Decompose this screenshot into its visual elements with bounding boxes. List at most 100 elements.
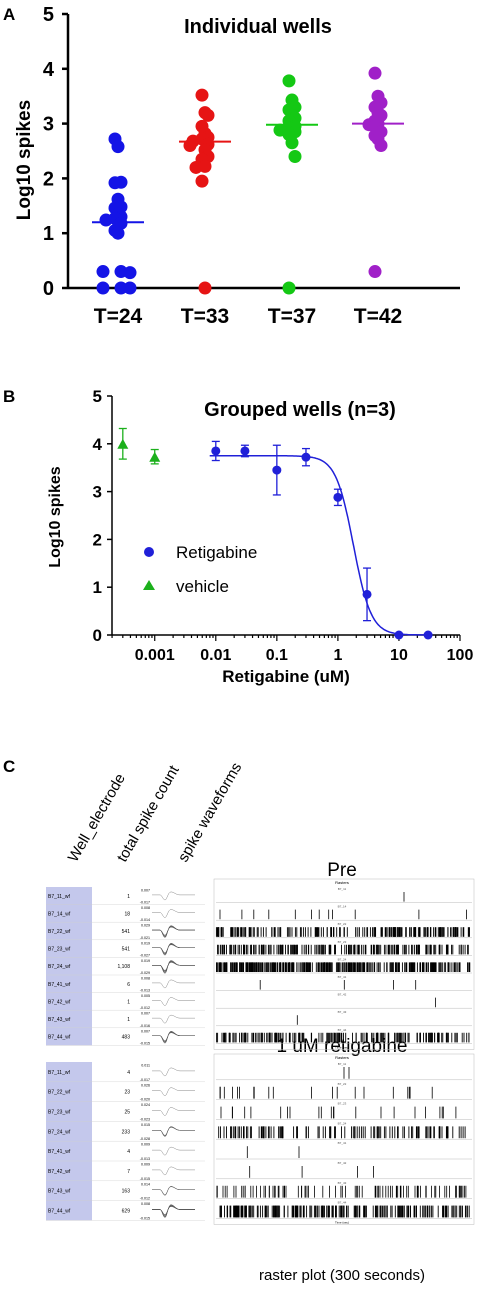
- spike-waveform: [152, 1204, 195, 1218]
- data-point: [111, 226, 125, 240]
- data-point: [362, 589, 372, 599]
- y-tick-label: 0: [43, 278, 54, 300]
- well-name: B7_43_wf: [48, 1189, 71, 1195]
- raster-row-label: B7_41: [338, 1141, 347, 1145]
- raster-frame: [213, 1053, 475, 1225]
- waveform-y-max: 0.007: [141, 1029, 150, 1033]
- raster-row-label: B7_24: [338, 1121, 347, 1125]
- spike-count: 629: [122, 1209, 131, 1215]
- data-point: [198, 281, 212, 295]
- spike-waveform: [152, 1067, 195, 1077]
- waveform-y-max: 0.011: [141, 1064, 150, 1068]
- panel-b-axes: 0 1 2 3 4 5 0.001 0.01 0.1 1 10 100: [93, 387, 474, 664]
- spike-count: 25: [124, 1110, 130, 1116]
- raster-header: Rasters: [335, 880, 349, 885]
- well-name: B7_11_wf: [48, 1070, 70, 1076]
- spike-count: 7: [127, 1169, 130, 1175]
- spike-count: 1: [127, 999, 130, 1005]
- spike-waveform: [152, 943, 195, 956]
- data-point: [195, 174, 209, 188]
- panel-c-letter: C: [3, 757, 15, 776]
- spike-waveform: [152, 1126, 195, 1137]
- raster-row-label: B7_24: [338, 957, 347, 961]
- spike-count: 6: [127, 982, 130, 988]
- waveform-y-min: -0.023: [140, 1117, 150, 1121]
- well-name: B7_44_wf: [48, 1035, 71, 1041]
- x-tick-label: 100: [447, 647, 474, 664]
- waveform-y-max: 0.019: [141, 941, 150, 945]
- legend-retigabine-label: Retigabine: [176, 543, 257, 562]
- waveform-y-max: 0.029: [141, 924, 150, 928]
- waveform-y-max: 0.014: [141, 1182, 150, 1186]
- panel-a-y-axis-label: Log10 spikes: [14, 100, 35, 220]
- waveform-y-min: -0.017: [140, 1078, 150, 1082]
- well-name: B7_24_wf: [48, 964, 71, 970]
- spike-count: 18: [124, 911, 130, 917]
- data-point: [240, 446, 250, 456]
- y-tick-label: 1: [43, 223, 54, 245]
- data-point: [123, 266, 137, 280]
- well-name: B7_14_wf: [48, 911, 71, 917]
- data-point: [96, 281, 110, 295]
- waveform-y-max: 0.015: [141, 1123, 150, 1127]
- spike-waveform: [152, 926, 195, 936]
- waveform-y-min: -0.014: [140, 918, 150, 922]
- raster-row-label: B7_22: [338, 922, 347, 926]
- well-name: B7_22_wf: [48, 929, 71, 935]
- panel-a-title: Individual wells: [184, 16, 332, 38]
- raster-row-label: B7_41: [338, 975, 347, 979]
- panel-b-marks: [117, 427, 433, 640]
- spike-waveform: [152, 997, 195, 1006]
- waveform-y-min: -0.029: [140, 971, 150, 975]
- x-tick-label: 10: [390, 647, 408, 664]
- pre-section-title: Pre: [327, 860, 357, 881]
- spike-count: 1: [127, 1017, 130, 1023]
- well-name: B7_41_wf: [48, 982, 71, 988]
- waveform-y-min: -0.015: [140, 1041, 150, 1045]
- panel-a-axes: 0 1 2 3 4 5 T=24 T=33 T=37 T=42: [43, 4, 460, 328]
- waveform-y-max: 0.009: [141, 1163, 150, 1167]
- well-name: B7_11_wf: [48, 894, 70, 900]
- raster-row-label: B7_44: [338, 1201, 347, 1205]
- panel-b-title: Grouped wells (n=3): [204, 399, 396, 421]
- raster-header: Rasters: [335, 1055, 349, 1060]
- data-point: [149, 451, 161, 462]
- waveform-y-max: 0.009: [141, 1143, 150, 1147]
- pre-recording-block: Rasters B7_11_wf 1 0.007 -0.017 B7_11 B7_14_wf…: [46, 878, 475, 1050]
- waveform-y-min: -0.016: [140, 1024, 150, 1028]
- waveform-y-min: -0.017: [140, 901, 150, 905]
- spike-waveform: [152, 909, 195, 918]
- spike-waveform: [152, 1032, 195, 1042]
- data-point: [111, 140, 125, 154]
- waveform-y-min: -0.028: [140, 1137, 150, 1141]
- raster-row-label: B7_22: [338, 1082, 347, 1086]
- spike-count: 233: [122, 1129, 131, 1135]
- raster-row-label: B7_11: [338, 887, 347, 891]
- y-tick-label: 4: [43, 59, 55, 81]
- y-tick-label: 5: [43, 4, 54, 26]
- y-tick-label: 2: [93, 530, 102, 549]
- spike-waveform: [152, 944, 195, 954]
- spike-count: 4: [127, 1149, 130, 1155]
- data-point: [272, 465, 282, 475]
- spike-waveform: [152, 960, 195, 974]
- waveform-y-max: 0.008: [141, 977, 150, 981]
- data-point: [374, 139, 388, 153]
- spike-count: 483: [122, 1035, 131, 1041]
- data-point: [201, 108, 215, 122]
- spike-waveform: [152, 925, 195, 938]
- x-tick-label: T=24: [94, 305, 143, 328]
- y-tick-label: 3: [93, 483, 102, 502]
- waveform-y-min: -0.021: [140, 936, 150, 940]
- spike-waveform: [152, 1032, 195, 1041]
- waveform-y-min: -0.013: [140, 1157, 150, 1161]
- data-point: [114, 281, 128, 295]
- waveform-y-max: 0.007: [141, 889, 150, 893]
- post-recording-block: Rasters B7_11_wf 4 0.011 -0.017 B7_11 B7_22_wf…: [46, 1053, 475, 1225]
- well-name: B7_44_wf: [48, 1209, 71, 1215]
- panel-a-marks: [92, 66, 404, 295]
- x-tick-label: T=33: [181, 305, 229, 328]
- data-point: [117, 438, 129, 449]
- data-point: [423, 630, 433, 640]
- y-tick-label: 5: [93, 387, 102, 406]
